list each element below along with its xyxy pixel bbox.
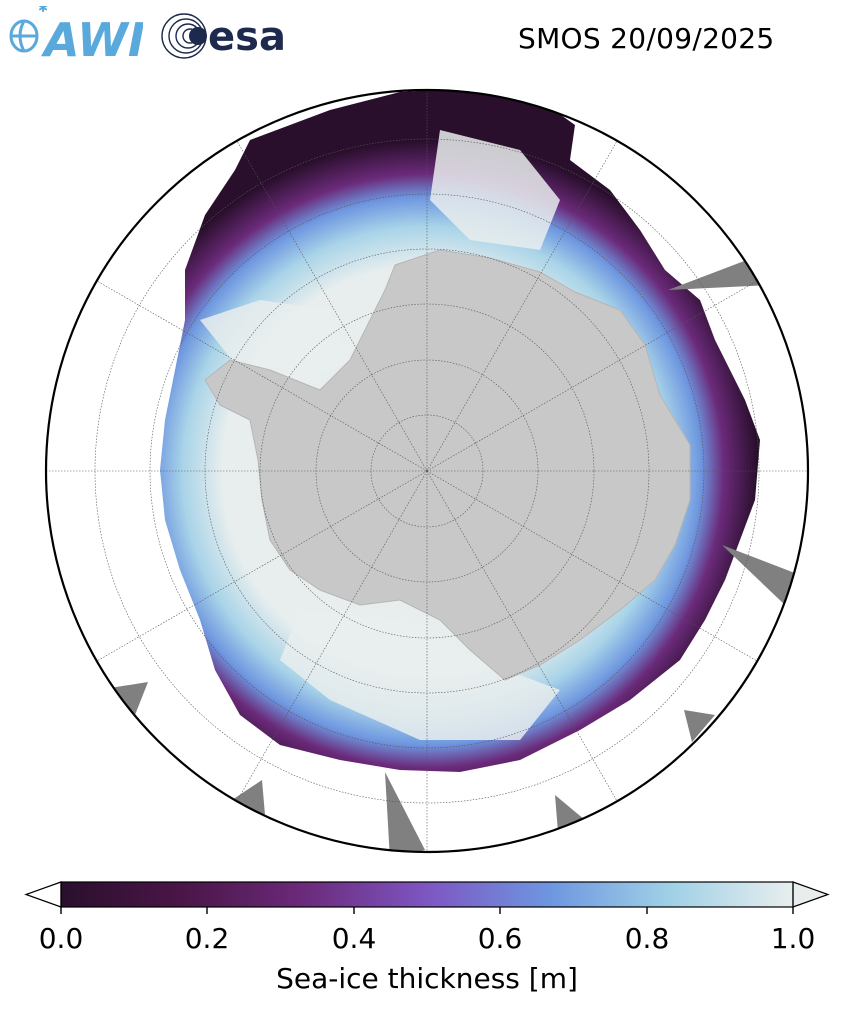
colorbar-gradient	[61, 882, 793, 907]
thick-ice-patch	[280, 610, 560, 740]
graticule	[46, 90, 808, 852]
colorbar-tick-label: 1.0	[770, 922, 816, 955]
map-boundary	[44, 88, 810, 854]
polar-map	[44, 88, 810, 854]
colorbar-tick-label: 0.4	[331, 922, 377, 955]
colorbar-extend-min	[24, 881, 62, 908]
awi-logo-text: AWI	[41, 13, 143, 62]
colorbar-tick-label: 0.6	[477, 922, 523, 955]
colorbar-label: Sea-ice thickness [m]	[276, 962, 578, 995]
map-title: SMOS 20/09/2025	[518, 22, 775, 55]
colorbar-tick-label: 0.8	[624, 922, 670, 955]
colorbar-tick-label: 0.0	[38, 922, 84, 955]
no-data-wedge	[385, 772, 425, 852]
colorbar	[24, 881, 830, 914]
colorbar-frame	[60, 881, 794, 908]
no-data-wedge	[232, 780, 265, 815]
awi-logo: ✱ AWI	[9, 6, 143, 62]
colorbar-tick-label: 0.2	[184, 922, 230, 955]
antarctica-landmass	[204, 249, 691, 681]
esa-logo: esa	[161, 13, 286, 60]
colorbar-extend-max	[792, 881, 830, 908]
colorbar-ticks	[60, 907, 794, 914]
esa-logo-text: esa	[208, 14, 286, 60]
thick-ice-patch	[430, 130, 560, 250]
no-data-wedge	[668, 255, 770, 290]
no-data-wedge	[110, 682, 148, 715]
no-data-wedge	[722, 545, 800, 605]
no-data-wedge	[684, 710, 715, 742]
svg-text:✱: ✱	[38, 6, 48, 15]
